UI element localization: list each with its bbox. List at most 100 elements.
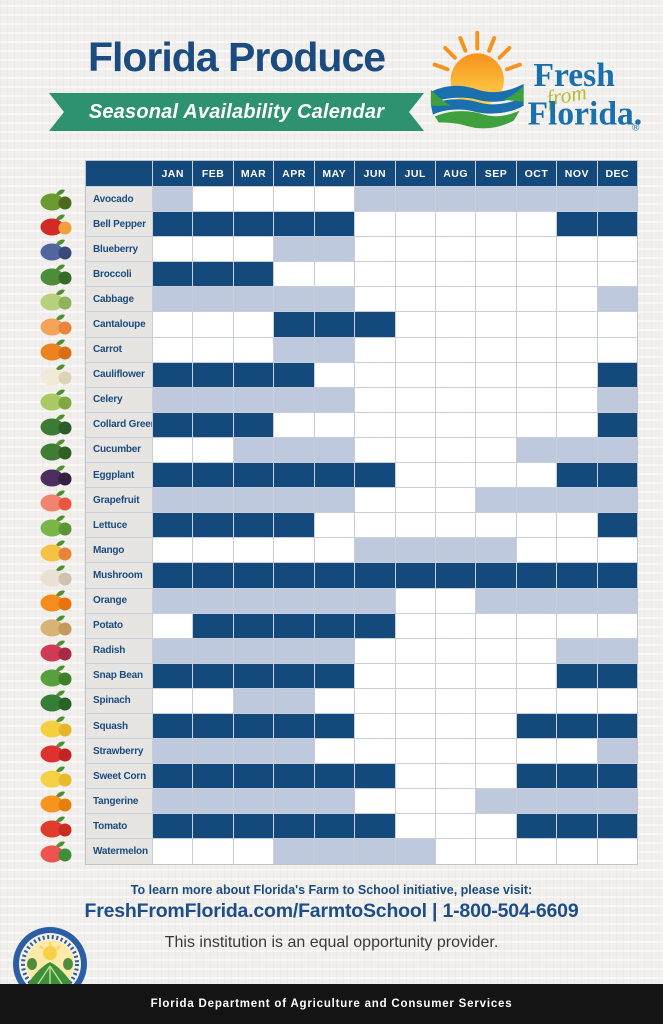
cell-mango-may (314, 538, 355, 563)
produce-name-lettuce: Lettuce (86, 513, 152, 538)
cell-strawberry-sep (476, 739, 516, 764)
cell-potato-jul (395, 613, 435, 638)
cell-mushroom-jul (395, 563, 435, 588)
cell-cauliflower-mar (233, 362, 274, 387)
cell-cabbage-sep (476, 287, 516, 312)
month-header-dec: DEC (597, 161, 637, 186)
cell-blueberry-sep (476, 237, 516, 262)
cell-blueberry-may (314, 237, 355, 262)
cell-eggplant-jul (395, 463, 435, 488)
cell-snap-bean-sep (476, 663, 516, 688)
agriculture-seal-icon (13, 927, 87, 1001)
cell-eggplant-sep (476, 463, 516, 488)
month-header-aug: AUG (435, 161, 476, 186)
cell-strawberry-jan (153, 739, 193, 764)
cell-blueberry-nov (557, 237, 597, 262)
cell-broccoli-nov (557, 262, 597, 287)
cell-lettuce-nov (557, 513, 597, 538)
cell-snap-bean-aug (435, 663, 476, 688)
cell-mango-dec (597, 538, 637, 563)
cell-strawberry-mar (233, 739, 274, 764)
cell-celery-feb (193, 387, 233, 412)
cell-bell-pepper-jan (153, 212, 193, 237)
cell-cantaloupe-apr (274, 312, 314, 337)
cell-mushroom-nov (557, 563, 597, 588)
cell-cabbage-dec (597, 287, 637, 312)
month-header-jul: JUL (395, 161, 435, 186)
cell-collard-green-mar (233, 412, 274, 437)
cell-tomato-mar (233, 814, 274, 839)
waves-icon (430, 84, 524, 129)
cell-carrot-sep (476, 337, 516, 362)
cell-tangerine-jun (355, 789, 395, 814)
cell-orange-dec (597, 588, 637, 613)
cell-cucumber-aug (435, 437, 476, 463)
cell-eggplant-jun (355, 463, 395, 488)
cell-strawberry-dec (597, 739, 637, 764)
orange-icon (28, 589, 84, 614)
cell-blueberry-apr (274, 237, 314, 262)
cell-sweet-corn-nov (557, 764, 597, 789)
cell-celery-oct (516, 387, 557, 412)
cell-celery-may (314, 387, 355, 412)
cell-carrot-apr (274, 337, 314, 362)
cell-watermelon-sep (476, 839, 516, 864)
cell-avocado-jun (355, 187, 395, 212)
cell-bell-pepper-may (314, 212, 355, 237)
cell-bell-pepper-feb (193, 212, 233, 237)
cell-cantaloupe-sep (476, 312, 516, 337)
cell-cauliflower-apr (274, 362, 314, 387)
month-header-nov: NOV (557, 161, 597, 186)
registered-mark: ® (632, 122, 640, 133)
cell-broccoli-jun (355, 262, 395, 287)
cell-snap-bean-jul (395, 663, 435, 688)
cell-cantaloupe-jul (395, 312, 435, 337)
table-corner (86, 161, 152, 186)
cell-broccoli-apr (274, 262, 314, 287)
cell-cucumber-jan (153, 437, 193, 463)
cell-cauliflower-nov (557, 362, 597, 387)
cell-orange-mar (233, 588, 274, 613)
cell-radish-aug (435, 638, 476, 663)
cell-tomato-jul (395, 814, 435, 839)
cell-avocado-jul (395, 187, 435, 212)
logo-florida-text: Florida. (528, 95, 643, 132)
cell-tomato-sep (476, 814, 516, 839)
page-title: Florida Produce (87, 34, 386, 80)
cell-mango-apr (274, 538, 314, 563)
produce-icon-column (28, 187, 84, 865)
cell-blueberry-jul (395, 237, 435, 262)
strawberry-icon (28, 739, 84, 764)
cell-squash-jun (355, 713, 395, 739)
cell-snap-bean-may (314, 663, 355, 688)
cell-watermelon-may (314, 839, 355, 864)
cell-mango-jun (355, 538, 395, 563)
cell-grapefruit-sep (476, 488, 516, 513)
cell-spinach-jan (153, 688, 193, 713)
cell-orange-apr (274, 588, 314, 613)
cell-grapefruit-jan (153, 488, 193, 513)
eggplant-icon (28, 463, 84, 488)
cell-tomato-may (314, 814, 355, 839)
cell-cucumber-sep (476, 437, 516, 463)
produce-name-mango: Mango (86, 538, 152, 563)
cell-cabbage-oct (516, 287, 557, 312)
cell-grapefruit-oct (516, 488, 557, 513)
cell-cantaloupe-mar (233, 312, 274, 337)
cell-tomato-nov (557, 814, 597, 839)
cell-mushroom-sep (476, 563, 516, 588)
cell-spinach-may (314, 688, 355, 713)
produce-name-potato: Potato (86, 613, 152, 638)
cell-watermelon-apr (274, 839, 314, 864)
cell-squash-apr (274, 713, 314, 739)
cell-sweet-corn-apr (274, 764, 314, 789)
cell-tangerine-sep (476, 789, 516, 814)
cell-avocado-feb (193, 187, 233, 212)
cell-orange-sep (476, 588, 516, 613)
cell-watermelon-nov (557, 839, 597, 864)
cell-cantaloupe-nov (557, 312, 597, 337)
tomato-icon (28, 814, 84, 839)
cell-grapefruit-feb (193, 488, 233, 513)
cell-grapefruit-apr (274, 488, 314, 513)
logo-fresh-text: Fresh (534, 57, 616, 94)
